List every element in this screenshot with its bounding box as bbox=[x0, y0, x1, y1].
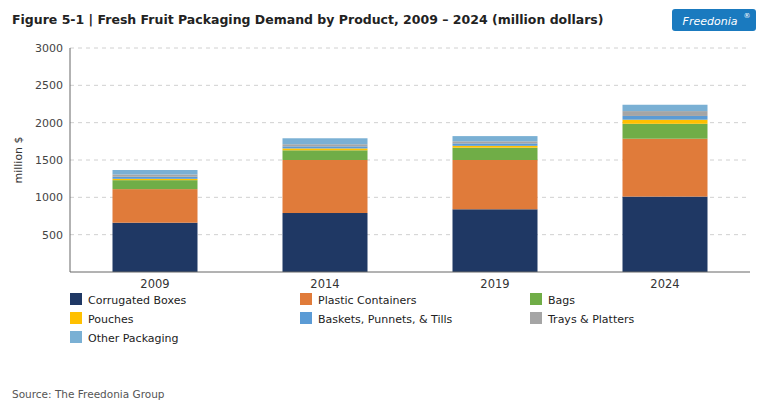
bar-segment bbox=[623, 120, 708, 124]
logo-mark: ® bbox=[744, 12, 751, 20]
x-tick-label: 2019 bbox=[480, 277, 509, 291]
x-axis bbox=[70, 272, 750, 273]
bar-segment bbox=[623, 197, 708, 272]
legend: Corrugated Boxes Plastic Containers Bags Po… bbox=[70, 293, 635, 345]
bar-segment bbox=[453, 136, 538, 141]
legend-swatch bbox=[70, 312, 82, 324]
legend-label: Bags bbox=[548, 294, 575, 307]
bar-segment bbox=[623, 124, 708, 139]
logo-text: Freedonia bbox=[683, 15, 738, 28]
legend-label: Trays & Platters bbox=[547, 313, 635, 326]
bar-segment bbox=[283, 150, 368, 160]
y-tick-label: 3000 bbox=[35, 42, 63, 55]
x-tick-label: 2024 bbox=[650, 277, 679, 291]
y-axis bbox=[70, 48, 71, 272]
bar-segment bbox=[113, 177, 198, 179]
legend-swatch bbox=[530, 312, 542, 324]
bar-segment bbox=[283, 146, 368, 148]
bars bbox=[113, 105, 708, 272]
bar-segment bbox=[453, 160, 538, 209]
x-tick-label: 2014 bbox=[310, 277, 339, 291]
x-tick-label: 2009 bbox=[140, 277, 169, 291]
grid-line bbox=[70, 85, 750, 86]
bar-segment bbox=[113, 223, 198, 272]
bar-segment bbox=[453, 143, 538, 145]
legend-swatch bbox=[300, 293, 312, 305]
legend-swatch bbox=[70, 331, 82, 343]
bar-segment bbox=[623, 116, 708, 120]
bar-segment bbox=[113, 170, 198, 174]
bar-segment bbox=[113, 179, 198, 180]
y-tick-label: 2000 bbox=[35, 117, 63, 130]
bar-segment bbox=[283, 144, 368, 146]
legend-swatch bbox=[300, 312, 312, 324]
y-tick-label: 1500 bbox=[35, 154, 63, 167]
bar-segment bbox=[283, 138, 368, 144]
legend-swatch bbox=[70, 293, 82, 305]
y-tick-label: 500 bbox=[42, 229, 63, 242]
source: Source: The Freedonia Group bbox=[12, 388, 165, 400]
bar-segment bbox=[623, 139, 708, 197]
bar-segment bbox=[283, 213, 368, 272]
bar-segment bbox=[283, 148, 368, 150]
bar-segment bbox=[623, 105, 708, 111]
legend-label: Other Packaging bbox=[88, 332, 179, 345]
y-tick-label: 2500 bbox=[35, 79, 63, 92]
logo-box bbox=[672, 9, 756, 31]
bar-segment bbox=[283, 160, 368, 213]
bar-segment bbox=[453, 141, 538, 143]
bar-segment bbox=[623, 111, 708, 116]
y-tick-label: 1000 bbox=[35, 191, 63, 204]
chart: Figure 5-1 | Fresh Fruit Packaging Deman… bbox=[0, 0, 767, 408]
bar-segment bbox=[453, 148, 538, 160]
bar-segment bbox=[113, 180, 198, 189]
y-axis-label: million $ bbox=[12, 136, 25, 183]
bar-segment bbox=[453, 209, 538, 272]
legend-label: Corrugated Boxes bbox=[88, 294, 186, 307]
bar-segment bbox=[453, 146, 538, 148]
bar-segment bbox=[113, 189, 198, 223]
legend-label: Plastic Containers bbox=[318, 294, 417, 307]
bar-segment bbox=[113, 174, 198, 176]
logo: Freedonia ® bbox=[672, 9, 756, 31]
legend-swatch bbox=[530, 293, 542, 305]
legend-label: Baskets, Punnets, & Tills bbox=[318, 313, 453, 326]
title: Figure 5-1 | Fresh Fruit Packaging Deman… bbox=[12, 12, 604, 27]
legend-label: Pouches bbox=[88, 313, 134, 326]
grid-line bbox=[70, 48, 750, 49]
